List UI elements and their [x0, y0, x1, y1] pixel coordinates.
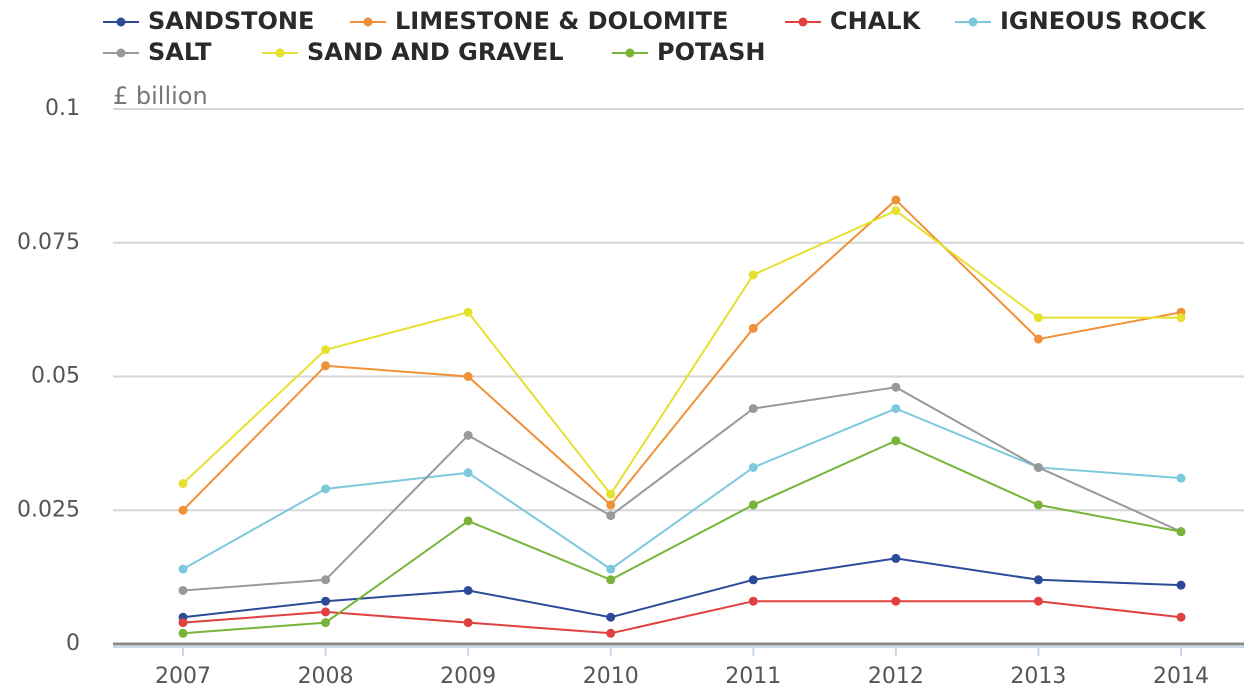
point	[321, 575, 331, 585]
legend-label: LIMESTONE & DOLOMITE	[395, 7, 728, 35]
legend-marker	[363, 17, 373, 27]
point	[606, 489, 616, 499]
point	[891, 206, 901, 216]
legend-label: SANDSTONE	[148, 7, 314, 35]
point	[463, 618, 473, 628]
x-tick-label: 2007	[155, 664, 211, 689]
point	[178, 586, 188, 595]
legend-marker	[968, 17, 978, 27]
point	[748, 404, 758, 414]
legend-label: SAND AND GRAVEL	[307, 38, 564, 66]
series-line	[182, 407, 1182, 571]
point	[178, 618, 188, 628]
legend-label: SALT	[148, 38, 212, 66]
point	[463, 468, 473, 478]
point	[891, 404, 901, 414]
y-tick-label: 0	[66, 631, 80, 656]
series-line	[182, 386, 1182, 592]
point	[1033, 334, 1043, 344]
point	[748, 596, 758, 606]
point	[748, 462, 758, 472]
series-line	[182, 209, 1181, 496]
point	[606, 511, 616, 521]
point	[891, 436, 901, 446]
y-tick-label: 0.1	[45, 96, 80, 121]
point	[178, 564, 188, 574]
point	[891, 553, 901, 563]
point	[463, 307, 473, 317]
point	[1176, 313, 1186, 323]
point	[321, 596, 331, 606]
point	[606, 575, 616, 585]
point	[1176, 473, 1186, 483]
series-line	[182, 600, 1182, 635]
point	[606, 628, 616, 638]
point	[1033, 575, 1043, 585]
point	[463, 372, 473, 381]
x-tick-label: 2012	[868, 664, 924, 689]
legend-label: IGNEOUS ROCK	[1000, 7, 1207, 35]
x-tick-label: 2008	[298, 664, 354, 689]
point	[748, 500, 758, 510]
point	[1033, 596, 1043, 606]
x-tick-label: 2013	[1010, 664, 1066, 689]
point	[178, 505, 188, 515]
point	[748, 323, 758, 333]
legend-label: POTASH	[657, 38, 765, 66]
point	[463, 430, 473, 440]
point	[891, 195, 901, 205]
point	[1033, 500, 1043, 510]
legend-marker	[116, 48, 126, 58]
point	[321, 484, 331, 494]
point	[606, 612, 616, 622]
point	[178, 479, 188, 488]
point	[1176, 580, 1186, 590]
point	[1176, 612, 1186, 622]
point	[1033, 313, 1043, 323]
point	[463, 516, 473, 526]
point	[321, 345, 331, 355]
point	[178, 628, 188, 638]
legend-label: CHALK	[830, 7, 922, 35]
y-axis-label: £ billion	[113, 82, 208, 110]
point	[321, 618, 331, 628]
point	[606, 564, 616, 574]
legend-marker	[798, 17, 808, 27]
point	[1033, 462, 1043, 472]
point	[321, 607, 331, 617]
y-tick-label: 0.075	[17, 230, 80, 255]
series-line	[182, 198, 1182, 511]
x-tick-label: 2009	[440, 664, 496, 689]
point	[463, 586, 473, 595]
x-tick-label: 2010	[583, 664, 639, 689]
point	[891, 382, 901, 392]
legend-marker	[275, 48, 285, 58]
y-tick-label: 0.05	[31, 364, 80, 389]
series-line	[182, 439, 1182, 635]
x-tick-label: 2014	[1153, 664, 1209, 689]
point	[748, 270, 758, 280]
legend-marker	[625, 48, 635, 58]
point	[1176, 527, 1186, 537]
x-tick-label: 2011	[725, 664, 781, 689]
point	[891, 596, 901, 606]
series-line	[182, 557, 1182, 619]
point	[748, 575, 758, 585]
point	[606, 500, 616, 510]
legend-marker	[116, 17, 126, 27]
y-tick-label: 0.025	[17, 497, 80, 522]
point	[321, 361, 331, 371]
